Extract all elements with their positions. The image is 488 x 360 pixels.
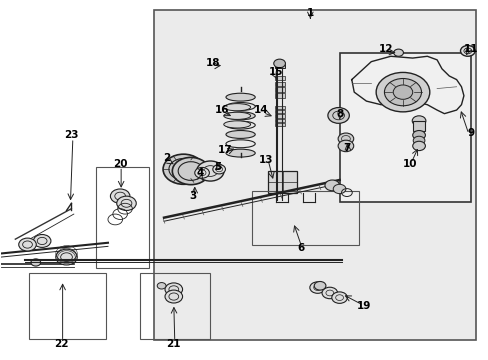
Circle shape [325, 180, 339, 191]
Circle shape [273, 59, 285, 68]
Circle shape [412, 136, 424, 145]
Ellipse shape [225, 149, 255, 157]
Circle shape [460, 45, 474, 56]
Circle shape [332, 184, 345, 194]
Text: 4: 4 [197, 168, 204, 178]
Text: 14: 14 [254, 105, 268, 115]
Circle shape [314, 282, 325, 290]
Ellipse shape [225, 93, 255, 101]
Circle shape [412, 131, 425, 140]
Text: 10: 10 [402, 159, 417, 169]
Text: 19: 19 [356, 301, 370, 311]
Text: 6: 6 [296, 243, 304, 253]
Text: 16: 16 [215, 105, 229, 115]
Ellipse shape [224, 104, 250, 111]
Circle shape [212, 165, 225, 174]
Text: 22: 22 [54, 339, 69, 349]
Text: 7: 7 [343, 143, 350, 153]
Text: 3: 3 [189, 191, 197, 201]
Circle shape [33, 234, 51, 247]
Bar [29, 273, 105, 338]
Bar [154, 10, 475, 339]
Circle shape [196, 161, 224, 181]
Circle shape [412, 141, 425, 150]
Circle shape [164, 283, 182, 296]
Circle shape [163, 154, 203, 184]
Text: 9: 9 [467, 129, 474, 138]
Text: 23: 23 [64, 130, 79, 140]
Text: 11: 11 [463, 44, 478, 54]
Bar [275, 114, 285, 118]
Circle shape [194, 167, 209, 178]
Text: 2: 2 [163, 153, 170, 163]
Bar [275, 123, 285, 126]
Circle shape [19, 238, 36, 251]
Circle shape [172, 157, 209, 185]
Text: 20: 20 [113, 159, 127, 169]
Text: 1: 1 [306, 8, 313, 18]
Text: 8: 8 [335, 109, 343, 119]
Bar [274, 93, 285, 98]
Circle shape [117, 196, 136, 211]
Bar [96, 167, 149, 268]
Circle shape [337, 140, 353, 152]
Ellipse shape [225, 112, 255, 120]
Text: 17: 17 [217, 144, 232, 154]
Bar [267, 171, 297, 193]
Circle shape [164, 290, 182, 303]
Bar [275, 106, 285, 109]
Bar [274, 63, 285, 68]
Circle shape [56, 249, 77, 265]
Bar [274, 87, 285, 92]
Text: 15: 15 [268, 67, 283, 77]
Ellipse shape [225, 103, 255, 111]
Bar [140, 273, 210, 338]
Circle shape [110, 189, 130, 203]
Text: 5: 5 [214, 162, 221, 172]
Text: 18: 18 [205, 58, 220, 68]
Circle shape [384, 78, 421, 106]
Bar [339, 53, 470, 202]
Circle shape [309, 282, 325, 293]
Circle shape [322, 287, 337, 299]
Text: 12: 12 [378, 44, 392, 54]
Circle shape [157, 283, 165, 289]
Circle shape [393, 49, 403, 56]
Ellipse shape [225, 121, 255, 129]
Text: 13: 13 [259, 155, 273, 165]
Bar [412, 121, 424, 131]
Circle shape [337, 133, 353, 144]
Circle shape [411, 116, 425, 126]
Bar [251, 191, 358, 244]
Ellipse shape [224, 121, 250, 128]
Text: 21: 21 [166, 339, 181, 349]
Bar [275, 119, 285, 122]
Circle shape [392, 85, 412, 99]
Ellipse shape [225, 131, 255, 138]
Ellipse shape [225, 140, 255, 148]
Bar [275, 110, 285, 113]
Circle shape [327, 108, 348, 123]
Ellipse shape [224, 112, 250, 120]
Bar [274, 76, 285, 80]
Circle shape [331, 292, 346, 303]
Circle shape [31, 259, 41, 266]
Bar [274, 82, 285, 86]
Circle shape [375, 72, 429, 112]
